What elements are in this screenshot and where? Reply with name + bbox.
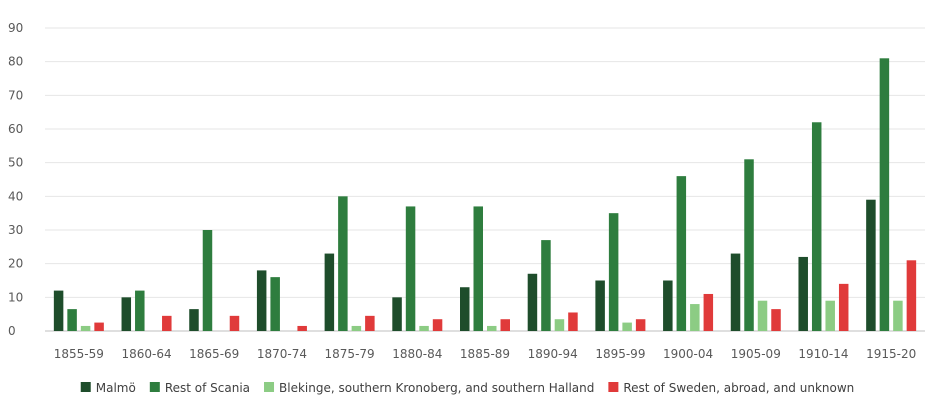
bar: [541, 240, 551, 331]
bar: [635, 319, 646, 331]
bar: [297, 325, 307, 331]
x-tick-label: 1885-89: [460, 347, 510, 361]
bar: [568, 312, 578, 331]
bar: [879, 58, 890, 332]
bar: [229, 315, 240, 331]
bar: [473, 206, 483, 331]
bar: [324, 253, 335, 331]
bar: [392, 297, 402, 331]
x-tick-label: 1895-99: [595, 347, 645, 361]
bar: [351, 325, 362, 331]
y-tick-label: 20: [8, 257, 23, 271]
y-tick-label: 60: [8, 122, 23, 136]
bar: [162, 315, 172, 331]
y-tick-label: 0: [8, 324, 16, 338]
bar: [94, 322, 104, 331]
x-tick-label: 1910-14: [798, 347, 848, 361]
bar: [135, 290, 145, 331]
bar: [365, 315, 375, 331]
bar: [771, 309, 781, 331]
gridlines: [45, 27, 925, 332]
bars: [53, 58, 917, 332]
bar: [608, 213, 619, 331]
x-tick-label: 1875-79: [325, 347, 375, 361]
legend-swatch: [608, 382, 619, 392]
bar: [893, 300, 903, 331]
bar: [527, 273, 538, 331]
y-tick-label: 70: [8, 88, 23, 102]
y-tick-label: 30: [8, 223, 23, 237]
bar: [798, 256, 808, 331]
bar: [838, 283, 849, 331]
bar: [419, 325, 429, 331]
bar: [67, 309, 77, 331]
legend-item: Blekinge, southern Kronoberg, and southe…: [264, 381, 594, 395]
x-tick-label: 1855-59: [54, 347, 104, 361]
x-axis-ticks: 1855-59 1860-64 1865-69 1870-74 1875-79 1880-…: [54, 347, 916, 361]
bar: [80, 325, 91, 331]
bar: [554, 319, 565, 331]
y-axis-ticks: 0 10 20 30 40 50 60 70 80 90: [8, 21, 23, 338]
y-tick-label: 80: [8, 55, 23, 69]
bar: [730, 253, 741, 331]
legend-swatch: [149, 382, 160, 392]
bar: [676, 176, 687, 331]
bar: [825, 300, 835, 331]
x-tick-label: 1915-20: [866, 347, 916, 361]
bar: [757, 300, 768, 331]
bar: [432, 319, 443, 331]
y-tick-label: 40: [8, 189, 23, 203]
legend-label: Blekinge, southern Kronoberg, and southe…: [279, 381, 594, 395]
x-tick-label: 1890-94: [528, 347, 578, 361]
legend-item: Malmö: [80, 381, 136, 395]
bar: [595, 280, 605, 331]
bar: [460, 287, 470, 331]
bar: [703, 293, 714, 331]
x-tick-label: 1900-04: [663, 347, 713, 361]
legend-label: Rest of Scania: [165, 381, 250, 395]
bar: [811, 122, 822, 332]
bar: [744, 159, 754, 331]
y-tick-label: 50: [8, 156, 23, 170]
bar: [405, 206, 416, 331]
legend-swatch: [80, 382, 91, 392]
bar: [189, 309, 199, 331]
x-tick-label: 1870-74: [257, 347, 307, 361]
legend-label: Rest of Sweden, abroad, and unknown: [623, 381, 854, 395]
legend-item: Rest of Scania: [149, 381, 250, 395]
x-tick-label: 1860-64: [121, 347, 171, 361]
x-tick-label: 1905-09: [731, 347, 781, 361]
y-tick-label: 90: [8, 21, 23, 35]
bar: [270, 277, 280, 331]
x-tick-label: 1865-69: [189, 347, 239, 361]
bar: [622, 322, 632, 331]
bar: [487, 325, 497, 331]
bar: [202, 230, 213, 331]
bar: [256, 270, 267, 331]
bar: [500, 319, 510, 331]
bar: [906, 260, 917, 331]
x-tick-label: 1880-84: [392, 347, 442, 361]
bar: [338, 196, 348, 331]
legend-swatch: [264, 382, 275, 392]
bar: [121, 297, 132, 331]
legend: Malmö Rest of Scania Blekinge, southern Kr…: [80, 381, 854, 395]
bar: [866, 199, 876, 331]
legend-item: Rest of Sweden, abroad, and unknown: [608, 381, 854, 395]
legend-label: Malmö: [96, 381, 136, 395]
bar: [690, 304, 700, 331]
y-tick-label: 10: [8, 290, 23, 304]
bar: [663, 280, 673, 331]
bar: [53, 290, 64, 331]
